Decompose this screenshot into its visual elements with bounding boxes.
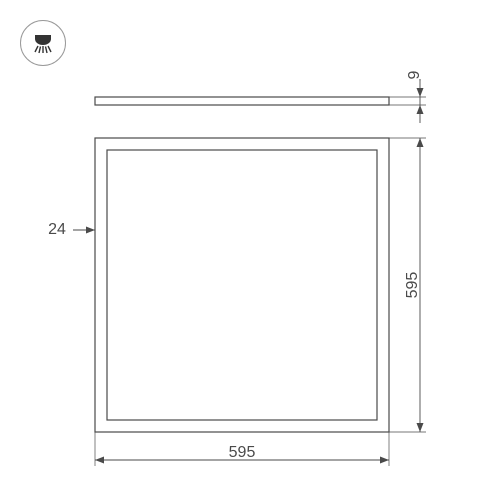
ceiling-light-icon [20,20,66,66]
dim-frame: 24 [48,221,66,238]
dim-height: 595 [404,272,421,299]
dim-width: 595 [229,444,256,461]
technical-drawing: 595 595 9 24 [0,0,500,500]
dim-thickness: 9 [406,70,423,79]
side-view [95,97,389,105]
front-view [95,138,389,432]
